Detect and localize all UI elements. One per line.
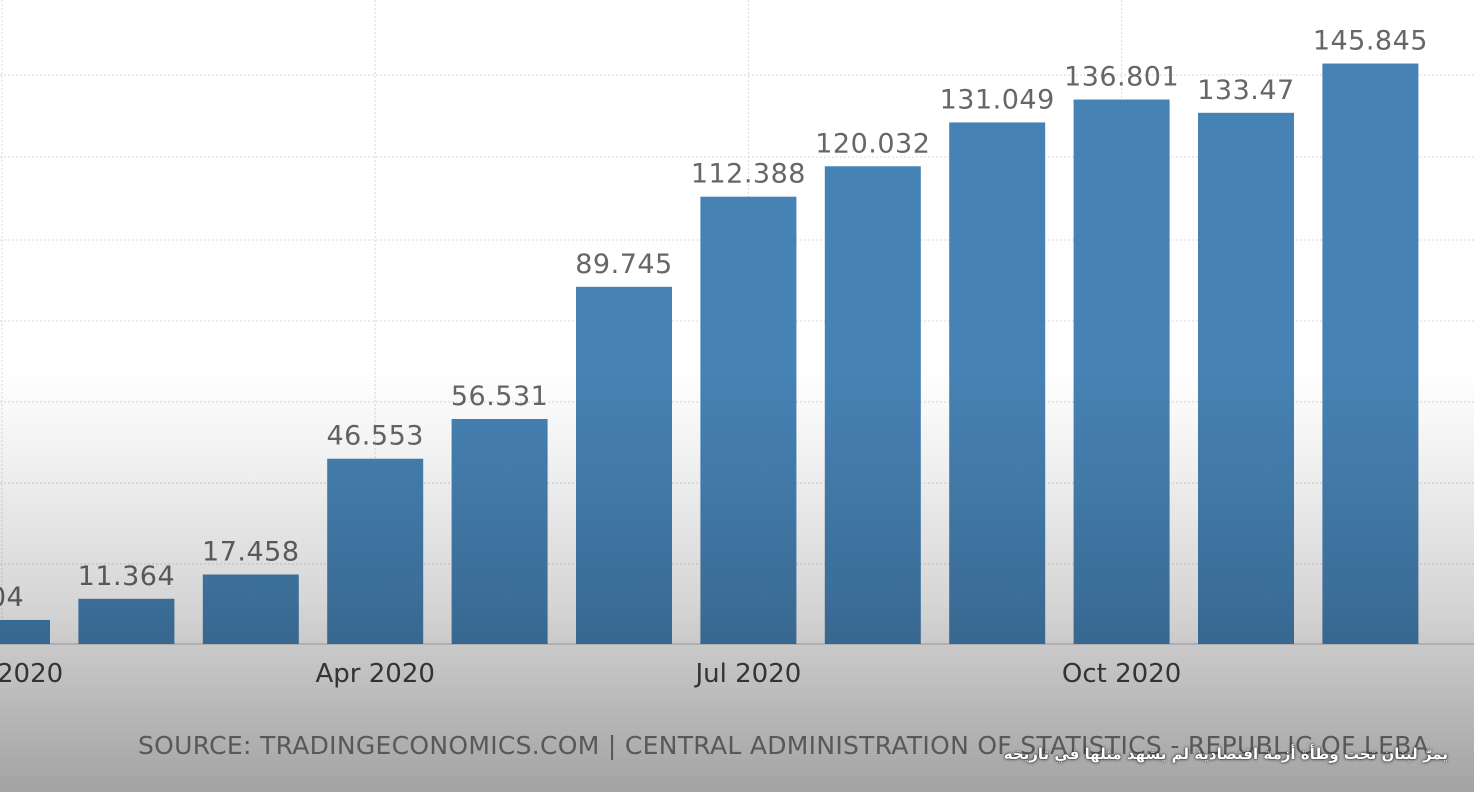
bar <box>202 574 299 644</box>
bar-value-label: 112.388 <box>691 159 806 190</box>
bar <box>824 166 921 644</box>
bar-value-label: 133.47 <box>1197 75 1294 106</box>
bar-value-label: 89.745 <box>575 249 672 280</box>
bar <box>451 419 548 644</box>
x-tick-label: 2020 <box>0 659 63 689</box>
bar <box>78 598 175 644</box>
x-tick-label: Apr 2020 <box>315 659 434 689</box>
bar-value-label: 11.364 <box>78 561 175 592</box>
image-caption: يمرّ لبنان تحت وطأة أزمة اقتصادية لم يشه… <box>1003 745 1448 763</box>
bar <box>949 122 1046 644</box>
bar-value-label: 131.049 <box>940 84 1055 115</box>
bar <box>0 619 50 644</box>
bar-value-label: 46.553 <box>326 421 423 452</box>
bar <box>327 458 424 644</box>
source-attribution: SOURCE: TRADINGECONOMICS.COM | CENTRAL A… <box>138 731 1430 760</box>
x-tick-label: Jul 2020 <box>693 659 801 689</box>
bar-value-label: 17.458 <box>202 537 299 568</box>
bar-value-label: 145.845 <box>1313 26 1428 57</box>
bar-value-label: 120.032 <box>815 128 930 159</box>
bar-value-label: .04 <box>0 582 24 613</box>
x-tick-label: Oct 2020 <box>1062 659 1181 689</box>
bar <box>576 286 672 644</box>
bar-value-label: 56.531 <box>451 381 548 412</box>
bar <box>1322 63 1419 644</box>
bar <box>700 196 797 645</box>
bar <box>1073 99 1170 644</box>
bar-value-label: 136.801 <box>1064 62 1179 93</box>
bar <box>1198 112 1294 644</box>
